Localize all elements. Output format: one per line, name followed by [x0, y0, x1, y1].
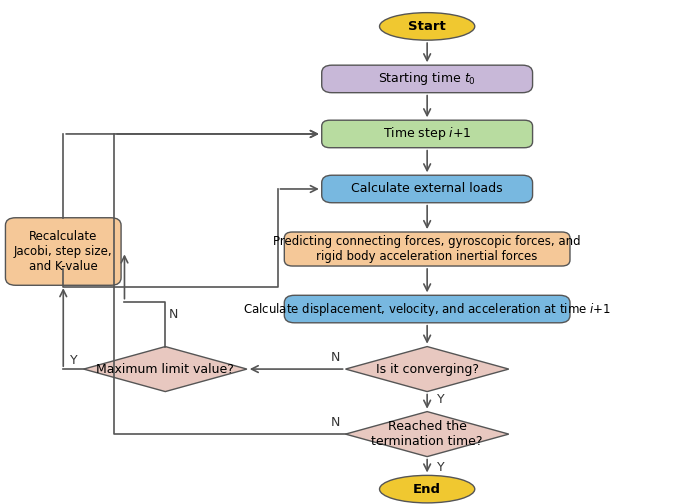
Text: N: N: [169, 307, 178, 321]
Text: Starting time $t_0$: Starting time $t_0$: [378, 71, 476, 87]
Text: Maximum limit value?: Maximum limit value?: [96, 362, 234, 375]
Ellipse shape: [379, 13, 475, 40]
Text: Y: Y: [438, 461, 445, 474]
Text: End: End: [413, 483, 441, 495]
Text: N: N: [330, 351, 340, 364]
Text: Time step $i$+1: Time step $i$+1: [383, 125, 471, 143]
Text: Calculate displacement, velocity, and acceleration at time $i$+1: Calculate displacement, velocity, and ac…: [243, 300, 611, 318]
FancyBboxPatch shape: [322, 65, 532, 93]
FancyBboxPatch shape: [322, 175, 532, 203]
Ellipse shape: [379, 475, 475, 503]
Text: Reached the
termination time?: Reached the termination time?: [372, 420, 483, 448]
FancyBboxPatch shape: [5, 218, 121, 285]
Text: Y: Y: [69, 354, 77, 366]
FancyBboxPatch shape: [284, 232, 570, 266]
Text: Is it converging?: Is it converging?: [376, 362, 479, 375]
Text: N: N: [330, 416, 340, 429]
Polygon shape: [84, 347, 247, 392]
Text: Start: Start: [408, 20, 446, 33]
Text: Y: Y: [438, 393, 445, 406]
FancyBboxPatch shape: [284, 295, 570, 323]
Text: Recalculate
Jacobi, step size,
and K-value: Recalculate Jacobi, step size, and K-val…: [14, 230, 113, 273]
Text: Calculate external loads: Calculate external loads: [351, 182, 503, 196]
Polygon shape: [346, 347, 509, 392]
Polygon shape: [346, 412, 509, 457]
FancyBboxPatch shape: [322, 120, 532, 148]
Text: Predicting connecting forces, gyroscopic forces, and
rigid body acceleration ine: Predicting connecting forces, gyroscopic…: [273, 235, 581, 263]
